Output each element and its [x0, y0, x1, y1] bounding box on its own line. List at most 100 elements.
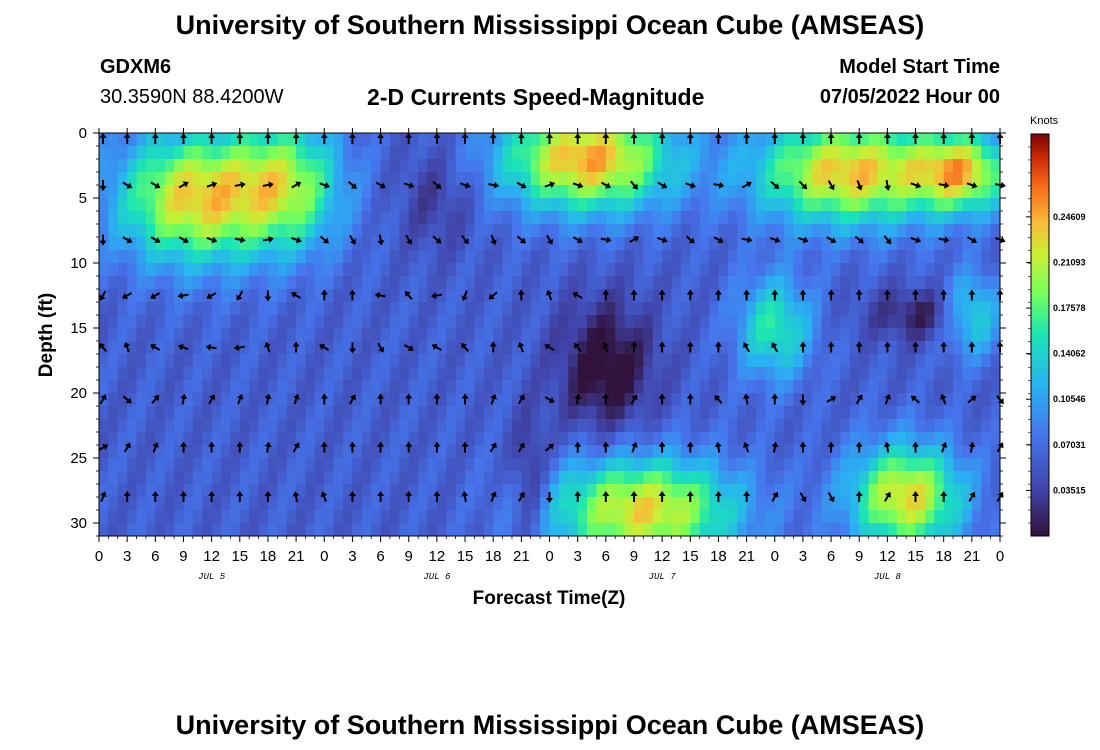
heatmap-cell	[859, 172, 870, 186]
heatmap-cell	[408, 497, 419, 511]
heatmap-cell	[361, 354, 372, 368]
heatmap-cell	[802, 341, 813, 355]
current-arrow	[884, 393, 892, 405]
heatmap-cell	[624, 237, 635, 251]
heatmap-cell	[474, 432, 485, 446]
heatmap-cell	[727, 198, 738, 212]
heatmap-cell	[277, 497, 288, 511]
heatmap-cell	[868, 263, 879, 277]
heatmap-cell	[849, 510, 860, 524]
heatmap-cell	[474, 263, 485, 277]
heatmap-cell	[558, 419, 569, 433]
heatmap-cell	[981, 484, 992, 498]
heatmap-cell	[483, 224, 494, 238]
heatmap-cell	[671, 484, 682, 498]
heatmap-cell	[324, 289, 335, 303]
heatmap-cell	[549, 497, 560, 511]
heatmap-cell	[380, 172, 391, 186]
heatmap-cell	[99, 367, 109, 381]
heatmap-cell	[906, 146, 917, 160]
heatmap-cell	[849, 263, 860, 277]
heatmap-cell	[502, 445, 513, 459]
heatmap-cell	[380, 224, 391, 238]
heatmap-cell	[230, 367, 241, 381]
heatmap-cell	[211, 419, 222, 433]
heatmap-cell	[436, 198, 447, 212]
heatmap-cell	[380, 445, 391, 459]
date-label: JUL 8	[874, 572, 902, 582]
heatmap-cell	[511, 185, 522, 199]
current-arrow	[264, 341, 271, 353]
heatmap-cell	[821, 211, 832, 225]
heatmap-cell	[99, 328, 109, 342]
heatmap-cell	[371, 445, 382, 459]
heatmap-cell	[953, 146, 964, 160]
heatmap-cell	[915, 445, 926, 459]
heatmap-cell	[633, 471, 644, 485]
heatmap-cell	[915, 172, 926, 186]
heatmap-cell	[746, 367, 757, 381]
heatmap-cell	[840, 497, 851, 511]
heatmap-cell	[465, 302, 476, 316]
heatmap-cell	[587, 146, 598, 160]
heatmap-cell	[136, 445, 147, 459]
heatmap-cell	[483, 172, 494, 186]
heatmap-cell	[258, 211, 269, 225]
heatmap-cell	[549, 263, 560, 277]
heatmap-cell	[849, 380, 860, 394]
heatmap-cell	[511, 484, 522, 498]
heatmap-cell	[202, 432, 213, 446]
heatmap-cell	[399, 315, 410, 329]
heatmap-cell	[690, 328, 701, 342]
heatmap-cell	[343, 406, 354, 420]
heatmap-cell	[211, 224, 222, 238]
heatmap-cell	[267, 354, 278, 368]
heatmap-cell	[202, 198, 213, 212]
heatmap-cell	[784, 185, 795, 199]
heatmap-cell	[389, 237, 400, 251]
current-arrow	[685, 182, 696, 189]
heatmap-cell	[305, 276, 316, 290]
heatmap-cell	[211, 159, 222, 173]
heatmap-cell	[765, 510, 776, 524]
heatmap-cell	[896, 393, 907, 407]
heatmap-cell	[249, 146, 260, 160]
heatmap-cell	[549, 198, 560, 212]
heatmap-cell	[577, 523, 588, 536]
heatmap-cell	[765, 289, 776, 303]
heatmap-cell	[314, 302, 325, 316]
heatmap-cell	[117, 510, 128, 524]
heatmap-cell	[540, 458, 551, 472]
heatmap-cell	[267, 445, 278, 459]
heatmap-cell	[183, 172, 194, 186]
heatmap-cell	[765, 419, 776, 433]
heatmap-cell	[680, 133, 691, 147]
heatmap-cell	[530, 237, 541, 251]
heatmap-cell	[765, 302, 776, 316]
heatmap-cell	[596, 419, 607, 433]
heatmap-cell	[812, 523, 823, 536]
heatmap-cell	[802, 523, 813, 536]
heatmap-cell	[896, 523, 907, 536]
heatmap-cell	[333, 146, 344, 160]
heatmap-cell	[465, 198, 476, 212]
heatmap-cell	[305, 510, 316, 524]
heatmap-cell	[305, 419, 316, 433]
heatmap-cell	[887, 276, 898, 290]
heatmap-cell	[136, 354, 147, 368]
heatmap-cell	[361, 146, 372, 160]
current-arrow	[490, 393, 497, 405]
heatmap-cell	[990, 341, 1000, 355]
heatmap-cell	[802, 302, 813, 316]
current-arrow	[743, 133, 751, 144]
heatmap-cell	[699, 224, 710, 238]
heatmap-cell	[671, 185, 682, 199]
heatmap-cell	[117, 380, 128, 394]
heatmap-cell	[286, 289, 297, 303]
heatmap-cell	[662, 406, 673, 420]
heatmap-cell	[108, 276, 119, 290]
heatmap-cell	[314, 406, 325, 420]
heatmap-cell	[755, 172, 766, 186]
heatmap-cell	[314, 432, 325, 446]
heatmap-cell	[493, 523, 504, 536]
